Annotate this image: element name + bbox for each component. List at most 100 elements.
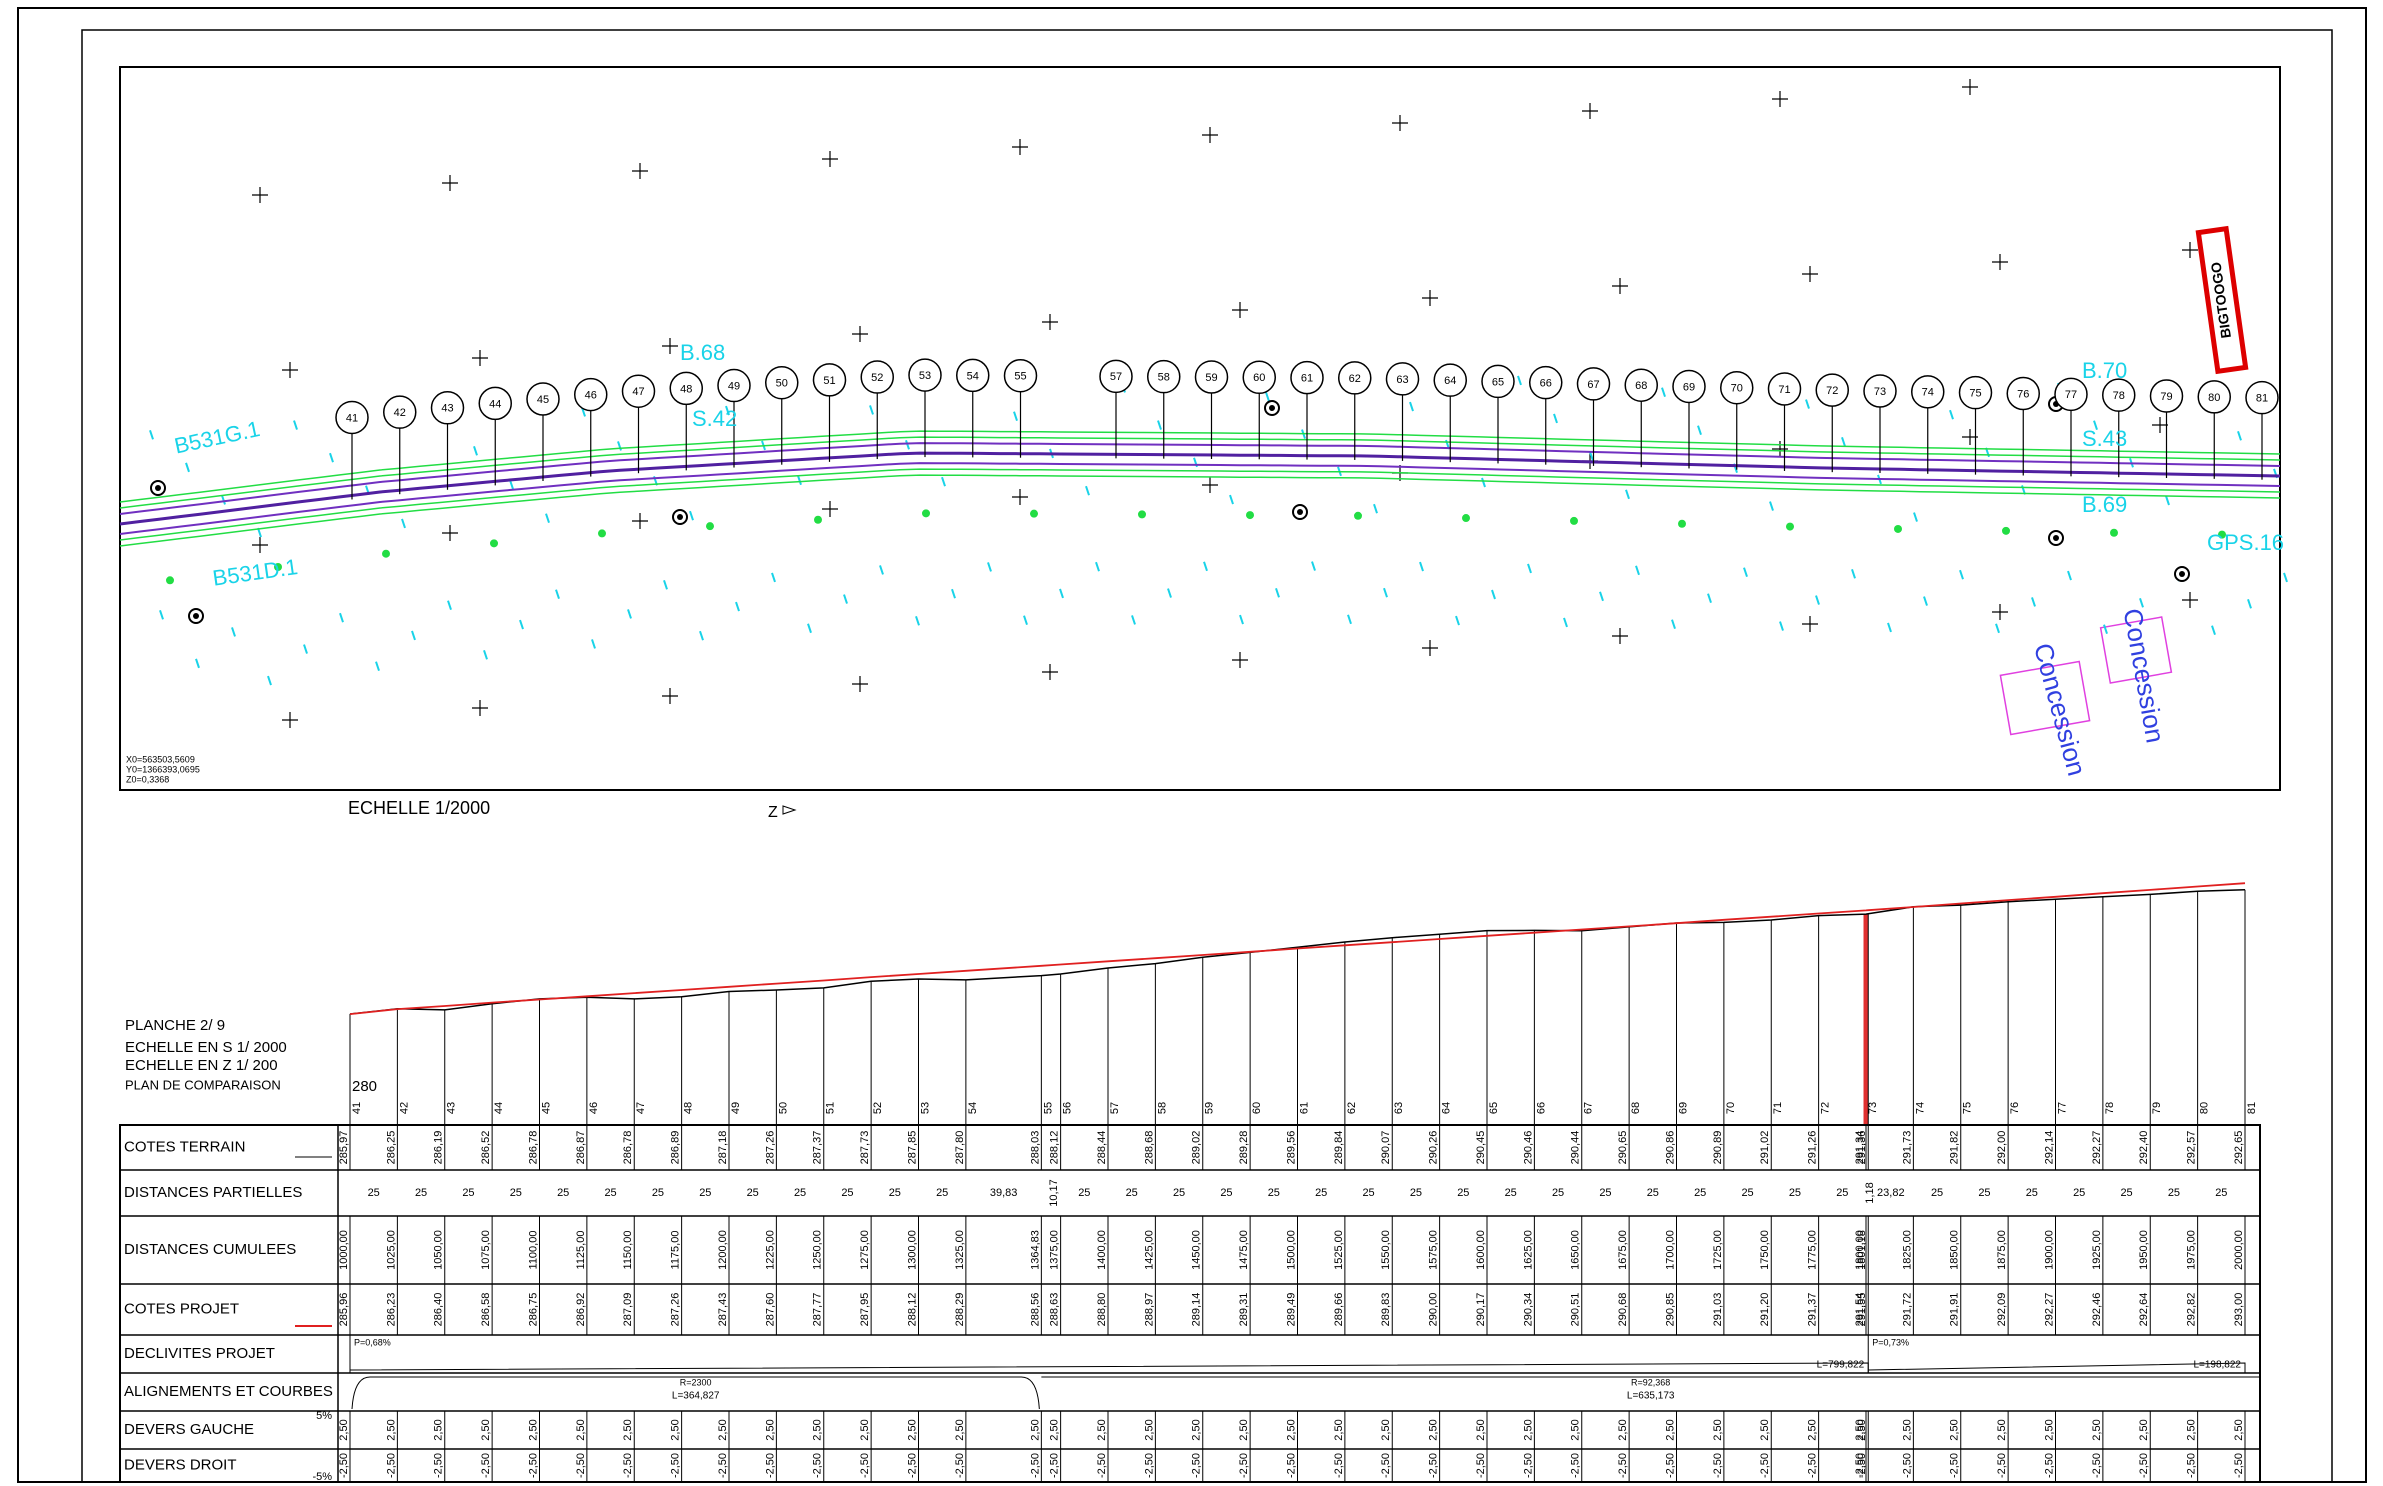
- cote-terrain: 291,02: [1759, 1131, 1771, 1165]
- survey-tick: [1842, 437, 1845, 446]
- survey-point: [1462, 514, 1470, 522]
- survey-tick: [1266, 392, 1269, 401]
- north-label: Z: [768, 804, 778, 821]
- cote-projet: 286,58: [480, 1293, 492, 1327]
- devers-droit-unit: -5%: [312, 1471, 332, 1483]
- survey-tick: [294, 421, 297, 430]
- devers-droit: -2,50: [1712, 1453, 1724, 1478]
- distance-partielle: 25: [1741, 1187, 1753, 1199]
- distance-partielle: 25: [2120, 1187, 2132, 1199]
- plan-label: S.43: [2082, 426, 2127, 451]
- cote-terrain: 291,82: [1949, 1131, 1961, 1165]
- survey-tick: [798, 476, 801, 485]
- survey-tick: [1950, 410, 1953, 419]
- survey-tick: [1924, 597, 1927, 606]
- cote-terrain: 286,19: [433, 1131, 445, 1165]
- marker-label: 47: [632, 386, 644, 398]
- slope-length: L=799,822: [1817, 1360, 1865, 1371]
- grid-cross: [2182, 592, 2198, 608]
- cote-projet: 286,75: [527, 1293, 539, 1327]
- distance-cumulee: 1275,00: [859, 1230, 871, 1270]
- grid-cross: [442, 525, 458, 541]
- devers-droit: -2,50: [1191, 1453, 1203, 1478]
- survey-tick: [484, 650, 487, 659]
- distance-partielle: 25: [1410, 1187, 1422, 1199]
- survey-tick: [412, 631, 415, 640]
- devers-gauche: 2,50: [1380, 1419, 1392, 1440]
- survey-tick: [1780, 622, 1783, 631]
- plan-frame: [120, 67, 2280, 790]
- survey-tick: [1662, 388, 1665, 397]
- cote-terrain: 290,89: [1712, 1131, 1724, 1165]
- survey-point: [1894, 525, 1902, 533]
- survey-tick: [870, 405, 873, 414]
- distance-partielle: 25: [368, 1187, 380, 1199]
- distance-cumulee: 1225,00: [764, 1230, 776, 1270]
- grid-cross: [1012, 139, 1028, 155]
- grid-cross: [1232, 652, 1248, 668]
- row-label: DEVERS GAUCHE: [124, 1421, 254, 1438]
- cote-terrain: 289,02: [1191, 1131, 1203, 1165]
- distance-partielle: 39,83: [990, 1187, 1018, 1199]
- cote-terrain: 291,73: [1901, 1131, 1913, 1165]
- survey-point: [706, 522, 714, 530]
- survey-tick: [1014, 412, 1017, 421]
- survey-tick: [1852, 569, 1855, 578]
- grid-cross: [442, 175, 458, 191]
- station-label: 60: [1251, 1102, 1263, 1114]
- devers-droit: -2,50: [1664, 1453, 1676, 1478]
- devers-gauche: 2,50: [1475, 1419, 1487, 1440]
- distance-cumulee: 1950,00: [2138, 1230, 2150, 1270]
- marker-label: 41: [346, 412, 358, 424]
- devers-gauche: 2,50: [527, 1419, 539, 1440]
- benchmark-center: [1297, 509, 1303, 515]
- cote-terrain: 292,40: [2138, 1131, 2150, 1165]
- devers-gauche: 2,50: [1285, 1419, 1297, 1440]
- distance-cumulee: 1325,00: [954, 1230, 966, 1270]
- distance-cumulee: 1875,00: [1996, 1230, 2008, 1270]
- survey-tick: [448, 601, 451, 610]
- survey-tick: [2166, 496, 2169, 505]
- distance-partielle: 25: [1789, 1187, 1801, 1199]
- devers-droit: -2,50: [812, 1453, 824, 1478]
- devers-droit: -2,50: [385, 1453, 397, 1478]
- marker-label: 45: [537, 394, 549, 406]
- cote-terrain: 290,26: [1428, 1131, 1440, 1165]
- benchmark-center: [1269, 405, 1275, 411]
- distance-partielle: 25: [462, 1187, 474, 1199]
- grid-cross: [472, 700, 488, 716]
- distance-partielle: 25: [2026, 1187, 2038, 1199]
- station-label: 70: [1725, 1102, 1737, 1114]
- grid-cross: [1802, 266, 1818, 282]
- marker-label: 71: [1778, 384, 1790, 396]
- devers-droit: -2,50: [2138, 1453, 2150, 1478]
- distance-cumulee: 1000,00: [338, 1230, 350, 1270]
- cote-terrain: 289,28: [1238, 1131, 1250, 1165]
- survey-tick: [1960, 570, 1963, 579]
- devers-droit: -2,50: [1096, 1453, 1108, 1478]
- survey-tick: [1554, 414, 1557, 423]
- distance-cumulee: 1475,00: [1238, 1230, 1250, 1270]
- grid-cross: [632, 163, 648, 179]
- distance-cumulee: 1575,00: [1428, 1230, 1440, 1270]
- cote-projet: 289,49: [1285, 1293, 1297, 1327]
- grid-cross: [1012, 489, 1028, 505]
- survey-point: [1138, 510, 1146, 518]
- cote-projet: 290,85: [1664, 1293, 1676, 1327]
- distance-cumulee: 1775,00: [1807, 1230, 1819, 1270]
- marker-label: 80: [2208, 392, 2220, 404]
- distance-cumulee: 1150,00: [622, 1231, 634, 1270]
- benchmark-center: [677, 514, 683, 520]
- station-label: 67: [1583, 1102, 1595, 1114]
- survey-tick: [186, 463, 189, 472]
- distance-partielle: 25: [1694, 1187, 1706, 1199]
- cote-projet: 292,64: [2138, 1293, 2150, 1327]
- distance-cumulee: 1725,00: [1712, 1230, 1724, 1270]
- cote-projet: 291,91: [1949, 1293, 1961, 1327]
- cote-terrain: 287,80: [954, 1131, 966, 1165]
- devers-gauche: 2,50: [1143, 1419, 1155, 1440]
- devers-droit: -2,50: [1475, 1453, 1487, 1478]
- marker-label: 63: [1396, 374, 1408, 386]
- cote-projet: 288,56: [1029, 1293, 1041, 1327]
- survey-tick: [1698, 426, 1701, 435]
